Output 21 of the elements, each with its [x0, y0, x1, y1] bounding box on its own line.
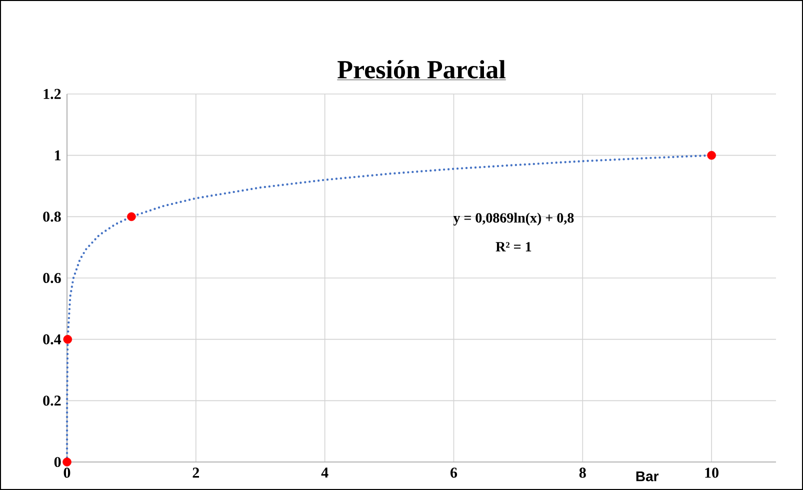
- x-tick-label: 8: [579, 468, 586, 478]
- point: [63, 334, 72, 344]
- y-tick-label: 1.2: [44, 88, 61, 100]
- chart-title: Presión Parcial: [338, 60, 506, 78]
- x-tick-label: 2: [192, 468, 200, 478]
- point: [707, 150, 716, 160]
- point: [62, 458, 72, 466]
- x-tick-label: 6: [450, 468, 458, 478]
- y-tick-label: 1: [55, 150, 61, 160]
- x-tick-label: 10: [705, 468, 718, 478]
- y-tick-label: 0: [54, 456, 61, 468]
- x-tick-label: 0: [64, 468, 70, 478]
- annotation: R² = 1: [496, 242, 532, 252]
- y-tick-label: 0.4: [43, 334, 62, 344]
- x-tick-label: 4: [321, 468, 328, 478]
- point: [127, 212, 136, 222]
- annotation: y = 0,0869ln(x) + 0,8: [453, 212, 574, 226]
- y-tick-label: 0.8: [43, 212, 61, 222]
- y-tick-label: 0.2: [43, 396, 61, 406]
- y-tick-label: 0.6: [43, 272, 61, 284]
- x-axis-title: Bar: [636, 472, 659, 482]
